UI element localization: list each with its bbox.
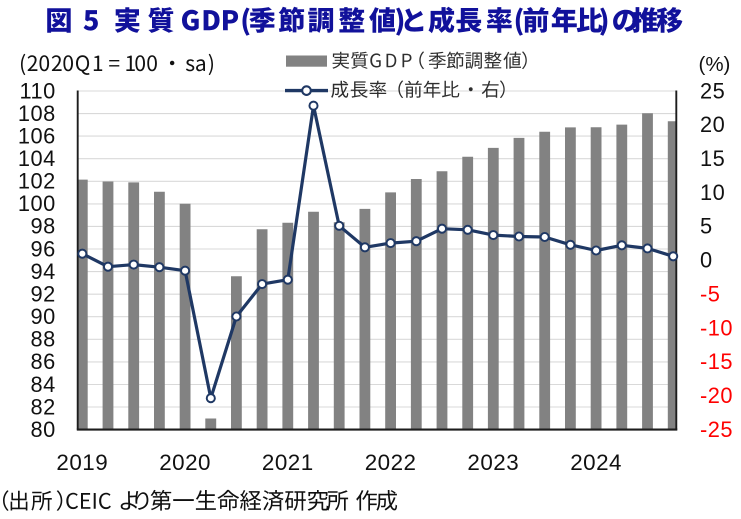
svg-text:2022: 2022 [365,450,417,475]
svg-text:-25: -25 [700,417,733,442]
svg-text:0: 0 [700,248,713,273]
svg-text:88: 88 [31,327,56,352]
svg-text:2020: 2020 [159,450,211,475]
svg-text:5: 5 [700,214,713,239]
svg-text:86: 86 [31,349,56,374]
svg-text:84: 84 [31,372,56,397]
svg-text:82: 82 [31,394,56,419]
svg-text:2021: 2021 [262,450,314,475]
svg-text:10: 10 [700,180,725,205]
svg-text:100: 100 [18,191,56,216]
svg-text:20: 20 [700,112,725,137]
svg-text:96: 96 [31,236,56,261]
svg-text:15: 15 [700,146,725,171]
svg-text:2023: 2023 [467,450,519,475]
svg-text:2019: 2019 [56,450,108,475]
svg-text:2024: 2024 [570,450,622,475]
svg-text:92: 92 [31,282,56,307]
svg-text:106: 106 [18,123,56,148]
svg-text:-20: -20 [700,383,733,408]
svg-text:80: 80 [31,417,56,442]
svg-text:94: 94 [31,259,56,284]
svg-text:-15: -15 [700,349,733,374]
svg-text:104: 104 [18,146,56,171]
svg-text:(%): (%) [699,53,731,76]
svg-text:90: 90 [31,304,56,329]
svg-text:108: 108 [18,101,56,126]
svg-text:-5: -5 [700,282,720,307]
svg-text:25: 25 [700,78,725,103]
svg-text:102: 102 [18,169,56,194]
svg-text:110: 110 [20,78,56,103]
svg-text:98: 98 [31,214,56,239]
svg-text:-10: -10 [700,315,733,340]
